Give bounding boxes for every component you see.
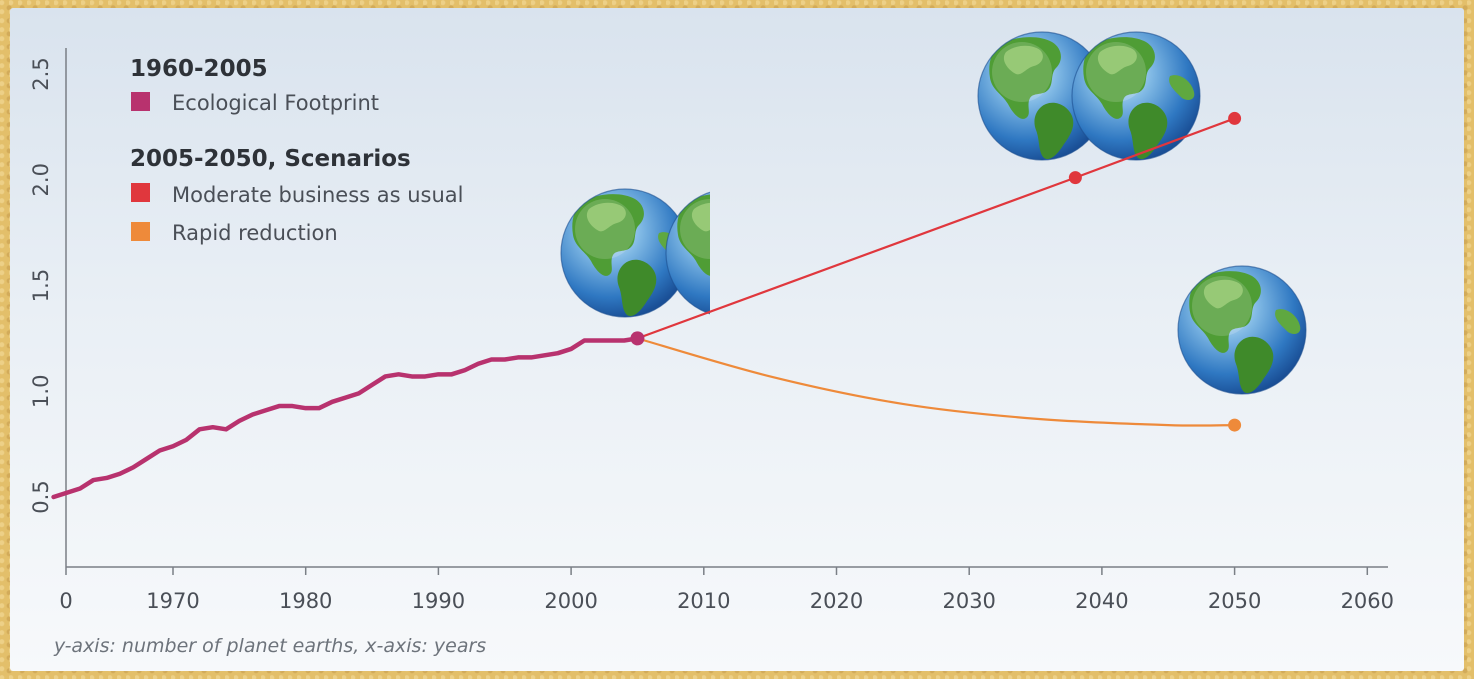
y-tick-label: 2.0 (29, 163, 53, 196)
legend-swatch-moderate-business-as-usual (131, 183, 150, 202)
x-tick-label: 2010 (677, 589, 730, 613)
legend-label-moderate-business-as-usual: Moderate business as usual (172, 183, 464, 207)
markers-layer (630, 111, 1242, 432)
y-tick-label: 2.5 (29, 57, 53, 90)
globe-icon (1178, 266, 1306, 394)
x-tick-label: 2000 (544, 589, 597, 613)
axis-note: y-axis: number of planet earths, x-axis:… (53, 635, 486, 657)
legend-label-rapid-reduction: Rapid reduction (172, 221, 338, 245)
x-tick-label: 0 (59, 589, 72, 613)
legend-group-1960-2005: 1960-2005 (130, 56, 268, 82)
data-point-marker (1068, 171, 1082, 185)
legend-swatch-rapid-reduction (131, 222, 150, 241)
x-tick-label: 2050 (1208, 589, 1261, 613)
ecological-footprint-chart: 0 1970 1980 1990 2000 2010 2020 2030 2040 2050 206… (29, 8, 1394, 657)
x-tick-label: 2020 (810, 589, 863, 613)
legend-swatch-ecological-footprint (131, 92, 150, 111)
legend-label-ecological-footprint: Ecological Footprint (172, 91, 379, 115)
x-tick-label: 2030 (942, 589, 995, 613)
legend-group-scenarios: 2005-2050, Scenarios (130, 146, 411, 172)
series-line-moderate-business-as-usual (636, 117, 1236, 340)
y-tick-label: 0.5 (29, 480, 53, 513)
x-tick-label: 1990 (412, 589, 465, 613)
y-tick-label: 1.5 (29, 269, 53, 302)
x-tick-label: 2040 (1075, 589, 1128, 613)
series-line-rapid-reduction (636, 337, 1236, 427)
x-tick-label: 2060 (1341, 589, 1394, 613)
legend: 1960-2005 Ecological Footprint 2005-2050… (130, 56, 464, 245)
data-point-marker (1228, 111, 1242, 125)
half-globe-icon (666, 189, 794, 317)
chart-panel: 0 1970 1980 1990 2000 2010 2020 2030 2040 2050 206… (10, 8, 1464, 671)
y-tick-label: 1.0 (29, 375, 53, 408)
globe-icon (1072, 32, 1200, 160)
x-tick-label: 1980 (279, 589, 332, 613)
data-point-marker (1228, 418, 1242, 432)
series-line-ecological-footprint (51, 336, 640, 500)
axis-ticks: 0 1970 1980 1990 2000 2010 2020 2030 2040 2050 206… (29, 57, 1394, 613)
x-tick-label: 1970 (146, 589, 199, 613)
data-point-marker (630, 331, 645, 346)
